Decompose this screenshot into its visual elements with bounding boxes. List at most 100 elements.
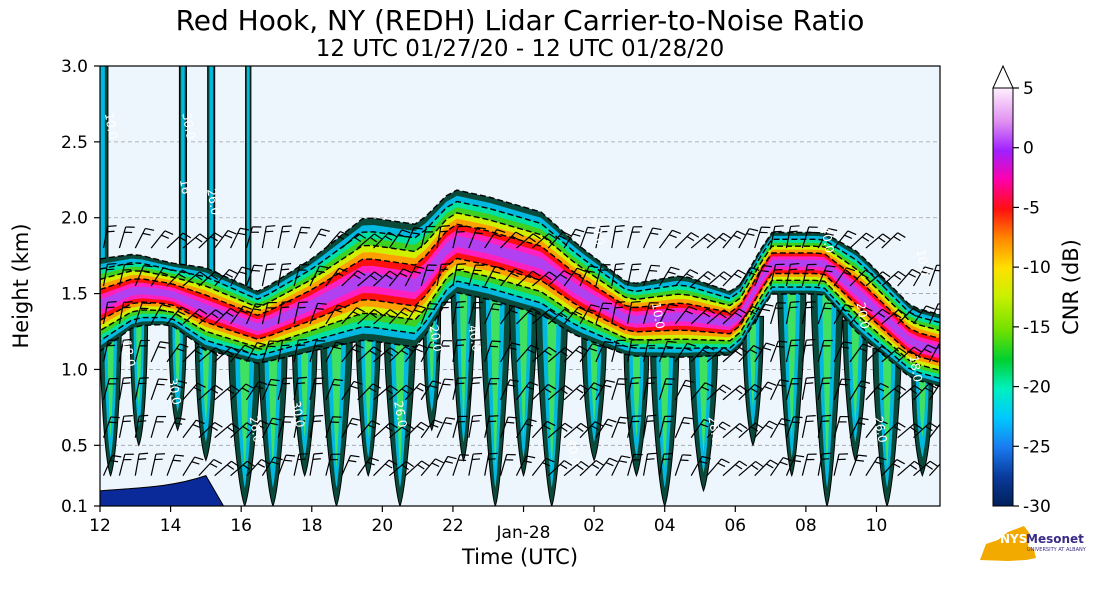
wind-barb bbox=[436, 340, 444, 363]
wind-barb-flag bbox=[180, 306, 190, 312]
wind-barb bbox=[245, 303, 256, 325]
wind-barb-flag bbox=[865, 232, 875, 239]
wind-barb-flag bbox=[472, 458, 481, 461]
wind-barb bbox=[547, 308, 566, 325]
wind-barb-flag bbox=[764, 303, 774, 307]
wind-barb-flag bbox=[175, 384, 184, 389]
wind-barb-flag bbox=[739, 460, 748, 467]
wind-barb-flag bbox=[110, 459, 119, 463]
wind-barb bbox=[150, 230, 166, 249]
wind-barb-flag bbox=[580, 461, 589, 468]
wind-barb bbox=[404, 460, 423, 477]
wind-barb-flag bbox=[515, 231, 524, 237]
wind-barb-flag bbox=[882, 271, 891, 278]
wind-barb bbox=[563, 422, 582, 439]
wind-barb bbox=[706, 421, 723, 439]
wind-barb-flag bbox=[779, 379, 789, 382]
wind-barb-flag bbox=[735, 350, 743, 356]
wind-barb bbox=[309, 265, 320, 287]
wind-barb-flag bbox=[317, 302, 327, 305]
wind-barb bbox=[198, 459, 215, 477]
wind-barb bbox=[785, 340, 792, 362]
wind-barb-flag bbox=[255, 303, 265, 306]
wind-barb-flag bbox=[700, 423, 709, 428]
wind-barb bbox=[627, 302, 633, 325]
wind-barb-flag bbox=[334, 309, 343, 313]
wind-barb bbox=[468, 302, 475, 325]
wind-barb-flag bbox=[265, 230, 274, 233]
wind-barb-flag bbox=[897, 270, 907, 277]
wind-barb-flag bbox=[944, 459, 952, 463]
wind-barb bbox=[484, 303, 494, 325]
wind-barb-flag bbox=[774, 225, 784, 228]
wind-barb-flag bbox=[496, 229, 506, 233]
wind-barb-flag bbox=[142, 232, 151, 236]
wind-barb bbox=[754, 226, 762, 249]
wind-barb-flag bbox=[865, 269, 874, 276]
contour-label: 20.0 bbox=[426, 324, 444, 353]
wind-barb-flag bbox=[544, 274, 552, 281]
cnr-band bbox=[100, 235, 940, 355]
wind-barb-flag bbox=[456, 300, 466, 303]
wind-barb-flag bbox=[141, 270, 150, 273]
wind-barb bbox=[293, 227, 302, 249]
wind-barb-flag bbox=[564, 385, 573, 392]
wind-barb-flag bbox=[701, 455, 711, 460]
wind-barb-flag bbox=[528, 236, 536, 243]
wind-barb-flag bbox=[779, 461, 788, 466]
wind-barb bbox=[770, 457, 784, 476]
wind-barb bbox=[118, 454, 126, 476]
wind-barb-flag bbox=[526, 385, 534, 390]
wind-barb bbox=[674, 306, 690, 325]
wind-barb bbox=[611, 455, 623, 476]
wind-barb bbox=[658, 453, 665, 476]
wind-barb-flag bbox=[349, 422, 358, 426]
contour-line bbox=[100, 212, 940, 372]
wind-barb-flag bbox=[909, 388, 918, 395]
wind-barb-flag bbox=[543, 424, 551, 430]
wind-barb-flag bbox=[210, 274, 219, 281]
wind-barb-flag bbox=[718, 236, 727, 242]
wind-barb-flag bbox=[844, 304, 854, 308]
wind-barb bbox=[373, 422, 391, 439]
wind-barb-flag bbox=[575, 349, 583, 355]
wind-barb-flag bbox=[419, 382, 429, 388]
wind-barb-flag bbox=[564, 422, 573, 429]
fall-streak-core bbox=[239, 350, 250, 469]
wind-barb bbox=[150, 341, 161, 363]
wind-barb-flag bbox=[559, 235, 567, 240]
fall-streak-core bbox=[202, 339, 210, 423]
wind-barb-flag bbox=[508, 416, 518, 419]
wind-barb-flag bbox=[589, 347, 598, 352]
wind-barb-flag bbox=[778, 422, 787, 427]
wind-barb bbox=[785, 416, 795, 438]
colorbar-tick-label: -30 bbox=[1023, 497, 1051, 517]
vertical-plume-core bbox=[181, 66, 185, 274]
wind-barb-flag bbox=[385, 426, 393, 432]
fall-streak-core bbox=[787, 286, 796, 438]
wind-barb bbox=[293, 264, 301, 287]
wind-barb-flag bbox=[122, 306, 131, 309]
wind-barb bbox=[579, 304, 592, 325]
wind-barb-flag bbox=[723, 309, 732, 316]
wind-barb-flag bbox=[942, 381, 951, 384]
wind-barb bbox=[642, 227, 654, 249]
wind-barb-flag bbox=[473, 452, 483, 455]
wind-barb-flag bbox=[389, 270, 398, 277]
wind-barb-flag bbox=[335, 272, 344, 277]
y-axis: 0.1 0.5 1.0 1.5 2.0 2.5 3.0 bbox=[61, 57, 100, 517]
wind-barb bbox=[436, 417, 447, 438]
wind-barb-flag bbox=[646, 458, 655, 461]
wind-barb-flag bbox=[914, 385, 923, 392]
wind-barb bbox=[341, 307, 358, 325]
wind-barb-flag bbox=[821, 458, 830, 461]
wind-barb bbox=[642, 340, 650, 362]
wind-barb-flag bbox=[229, 269, 238, 275]
wind-barb-flag bbox=[769, 459, 779, 465]
wind-barb bbox=[690, 345, 707, 363]
wind-barb-flag bbox=[316, 270, 325, 274]
wind-barb-flag bbox=[373, 346, 382, 353]
wind-barb bbox=[531, 421, 548, 439]
wind-barb bbox=[865, 345, 882, 363]
wind-barb-flag bbox=[106, 306, 115, 309]
